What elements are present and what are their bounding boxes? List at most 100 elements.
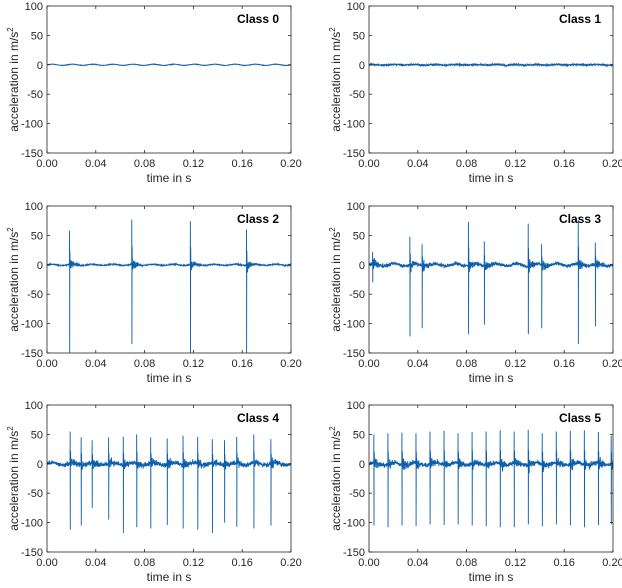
x-tick-label: 0.16 [231, 158, 252, 170]
x-tick-label: 0.08 [456, 557, 477, 569]
x-tick-label: 0.00 [36, 358, 57, 370]
y-tick-label: 100 [25, 1, 43, 13]
x-tick-label: 0.20 [280, 557, 301, 569]
axes-box [46, 404, 292, 553]
series-line-acceleration [369, 61, 613, 68]
panel-title: Class 0 [237, 12, 279, 26]
x-tick-label: 0.04 [85, 557, 106, 569]
y-tick-label: 0 [359, 459, 365, 471]
y-tick-label: -100 [343, 119, 365, 131]
panel-title: Class 1 [559, 12, 601, 26]
x-tick-label: 0.16 [231, 557, 252, 569]
y-tick-label: 50 [353, 230, 365, 242]
x-tick-label: 0.08 [134, 358, 155, 370]
axes-box [368, 5, 614, 154]
x-axis-label: time in s [469, 570, 514, 584]
x-tick-label: 0.12 [183, 557, 204, 569]
x-tick-label: 0.08 [134, 557, 155, 569]
x-axis-label: time in s [147, 371, 192, 385]
y-axis-label-superscript: 2 [6, 27, 15, 32]
x-tick-label: 0.00 [36, 557, 57, 569]
x-tick-label: 0.12 [183, 158, 204, 170]
x-tick-label: 0.16 [553, 158, 574, 170]
panel-title: Class 3 [559, 212, 601, 226]
y-axis-label: acceleration in m/s2 [328, 426, 343, 531]
x-tick-label: 0.08 [134, 158, 155, 170]
x-tick-label: 0.04 [407, 158, 428, 170]
y-tick-label: 50 [353, 30, 365, 42]
y-axis-label: acceleration in m/s2 [328, 27, 343, 132]
series-line-acceleration [369, 429, 613, 528]
y-axis-label: acceleration in m/s2 [6, 27, 21, 132]
y-tick-label: 50 [31, 230, 43, 242]
x-tick-label: 0.20 [280, 158, 301, 170]
y-tick-label: 100 [25, 201, 43, 213]
y-tick-label: 0 [359, 260, 365, 272]
y-axis-label: acceleration in m/s2 [6, 426, 21, 531]
x-axis-label: time in s [147, 171, 192, 185]
panel-title: Class 2 [237, 212, 279, 226]
x-tick-label: 0.20 [602, 557, 622, 569]
y-tick-label: -50 [349, 289, 365, 301]
y-tick-label: 100 [25, 400, 43, 412]
x-tick-label: 0.08 [456, 158, 477, 170]
y-tick-label: -150 [21, 348, 43, 360]
x-tick-label: 0.12 [505, 557, 526, 569]
y-tick-label: 0 [359, 60, 365, 72]
y-axis-label-superscript: 2 [328, 27, 337, 32]
y-tick-label: -100 [21, 119, 43, 131]
x-tick-label: 0.20 [602, 158, 622, 170]
series-line-acceleration [369, 220, 613, 345]
x-tick-label: 0.16 [553, 358, 574, 370]
series-line-acceleration [47, 62, 291, 67]
y-tick-label: -50 [349, 488, 365, 500]
y-tick-label: -150 [343, 547, 365, 559]
y-axis-label-superscript: 2 [6, 227, 15, 232]
y-tick-label: -150 [343, 348, 365, 360]
y-tick-label: -150 [21, 547, 43, 559]
x-tick-label: 0.04 [85, 158, 106, 170]
x-tick-label: 0.00 [36, 158, 57, 170]
x-axis-label: time in s [147, 570, 192, 584]
y-axis-label-superscript: 2 [328, 426, 337, 431]
y-tick-label: -150 [343, 148, 365, 160]
x-tick-label: 0.20 [602, 358, 622, 370]
axes-box [368, 205, 614, 354]
x-tick-label: 0.12 [505, 358, 526, 370]
x-tick-label: 0.20 [280, 358, 301, 370]
y-tick-label: 100 [347, 400, 365, 412]
y-tick-label: -50 [349, 89, 365, 101]
y-tick-label: 50 [31, 30, 43, 42]
y-tick-label: -150 [21, 148, 43, 160]
x-tick-label: 0.04 [407, 557, 428, 569]
y-tick-label: 100 [347, 201, 365, 213]
y-tick-label: -50 [27, 289, 43, 301]
axes-box [46, 205, 292, 354]
panel-title: Class 4 [237, 411, 279, 425]
y-tick-label: 50 [353, 429, 365, 441]
x-axis-label: time in s [469, 371, 514, 385]
x-tick-label: 0.16 [553, 557, 574, 569]
series-line-acceleration [47, 431, 291, 534]
x-tick-label: 0.16 [231, 358, 252, 370]
y-tick-label: -50 [27, 488, 43, 500]
y-tick-label: 100 [347, 1, 365, 13]
y-axis-label-superscript: 2 [328, 227, 337, 232]
x-tick-label: 0.00 [358, 557, 379, 569]
x-tick-label: 0.04 [407, 358, 428, 370]
x-tick-label: 0.04 [85, 358, 106, 370]
y-axis-label: acceleration in m/s2 [6, 227, 21, 332]
y-tick-label: 0 [37, 459, 43, 471]
x-tick-label: 0.00 [358, 358, 379, 370]
x-tick-label: 0.08 [456, 358, 477, 370]
panel-title: Class 5 [559, 411, 601, 425]
y-tick-label: 50 [31, 429, 43, 441]
x-tick-label: 0.00 [358, 158, 379, 170]
y-tick-label: -50 [27, 89, 43, 101]
